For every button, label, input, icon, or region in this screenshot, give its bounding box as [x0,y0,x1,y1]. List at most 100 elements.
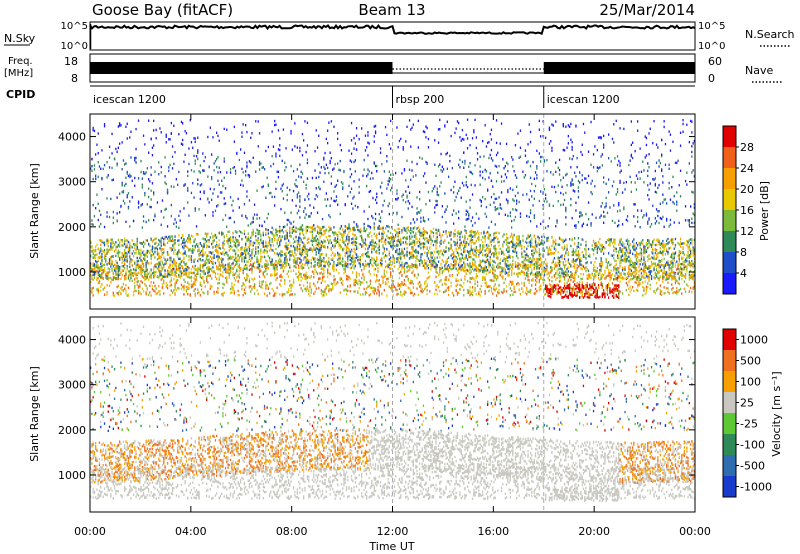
data-cell [426,252,428,255]
data-cell [124,184,126,187]
data-cell [202,277,204,281]
data-cell [223,242,225,246]
data-cell [237,239,239,242]
data-cell [463,184,465,187]
data-cell [402,266,404,269]
data-cell [362,263,364,266]
data-cell [441,233,443,237]
data-cell [374,131,377,135]
data-cell [298,274,300,278]
data-cell [242,123,244,126]
data-cell [285,253,287,257]
data-cell [263,251,266,254]
data-cell [281,184,283,187]
data-cell [316,231,319,234]
data-cell [311,227,314,230]
data-cell [390,273,392,276]
data-cell [122,244,125,247]
data-cell [450,238,452,241]
data-cell [324,280,326,283]
data-cell [243,203,246,206]
data-cell [164,273,166,276]
data-cell [275,247,277,251]
data-cell [180,120,183,124]
data-cell [425,203,427,206]
data-cell [419,211,421,214]
data-cell [364,252,367,256]
data-cell [263,249,266,253]
data-cell [426,282,428,286]
data-cell [313,206,315,209]
data-cell [410,178,412,181]
data-cell [175,261,177,265]
data-cell [245,246,247,249]
data-cell [369,286,372,289]
data-cell [448,231,450,234]
data-cell [411,126,413,129]
data-cell [366,228,368,231]
data-cell [145,220,147,224]
data-cell [358,258,360,261]
data-cell [234,250,237,253]
data-cell [197,149,199,152]
data-cell [298,227,300,231]
data-cell [455,267,457,271]
data-cell [217,252,219,255]
data-cell [97,202,99,205]
data-cell [251,257,253,260]
data-cell [450,254,452,257]
data-cell [315,247,317,250]
data-cell [468,243,470,246]
data-cell [386,133,388,137]
data-cell [248,264,251,268]
data-cell [332,282,334,286]
data-cell [252,233,254,236]
data-cell [218,268,220,271]
data-cell [145,290,147,294]
data-cell [333,246,335,249]
data-cell [103,286,106,289]
data-cell [199,253,201,256]
data-cell [238,267,240,270]
data-cell [390,275,392,278]
data-cell [207,268,209,271]
data-cell [327,198,329,201]
data-cell [349,229,351,232]
data-cell [137,206,140,209]
data-cell [449,231,451,235]
data-cell [436,271,438,274]
data-cell [349,258,351,262]
data-cell [342,236,344,239]
data-cell [373,261,375,265]
data-cell [377,286,379,289]
data-cell [314,264,316,268]
data-cell [436,193,438,196]
data-cell [182,266,184,270]
data-cell [281,159,283,163]
data-cell [134,156,136,160]
data-cell [124,263,126,266]
data-cell [440,181,442,184]
data-cell [329,228,331,231]
data-cell [135,156,137,160]
data-cell [285,147,287,150]
data-cell [445,262,447,265]
data-cell [271,238,273,241]
data-cell [233,292,235,295]
data-cell [422,235,425,239]
data-cell [406,266,408,269]
data-cell [121,240,123,243]
data-cell [252,220,254,224]
data-cell [93,215,96,218]
data-cell [137,265,140,268]
data-cell [372,196,374,200]
data-cell [368,225,370,228]
data-cell [170,289,172,292]
data-cell [258,284,261,287]
data-cell [226,225,228,228]
data-cell [252,228,254,232]
data-cell [212,256,214,260]
data-cell [126,260,128,263]
data-cell [413,273,416,277]
data-cell [197,249,199,252]
